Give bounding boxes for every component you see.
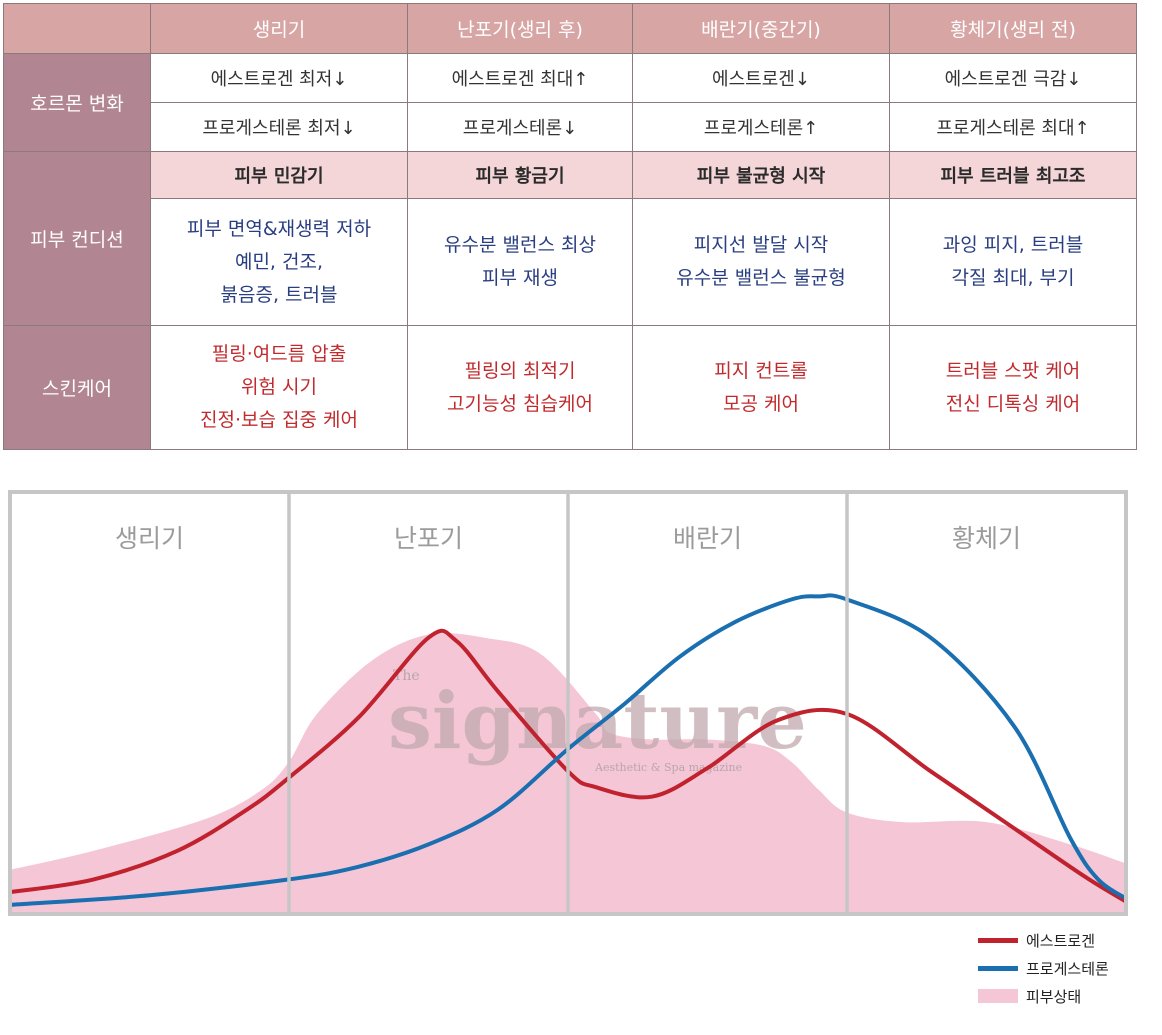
estrogen-cell: 에스트로겐 극감↓: [889, 53, 1137, 103]
skin-condition-line: 각질 최대, 부기: [951, 267, 1075, 289]
skin-condition-cell: 피부 면역&재생력 저하 예민, 건조, 붉음증, 트러블: [150, 198, 408, 326]
phase-label: 난포기: [394, 524, 463, 553]
chart-frame: [8, 490, 1128, 916]
skincare-line: 고기능성 침습케어: [447, 392, 593, 415]
corner-cell: [3, 3, 151, 54]
progesterone-cell: 프로게스테론 최대↑: [889, 102, 1137, 152]
watermark-logo-text: signature: [388, 676, 807, 767]
skin-condition-cell: 과잉 피지, 트러블 각질 최대, 부기: [889, 198, 1137, 326]
skin-condition-row: 피부 면역&재생력 저하 예민, 건조, 붉음증, 트러블 유수분 밸런스 최상…: [4, 198, 1137, 326]
skincare-line: 피지 컨트롤: [714, 359, 808, 382]
phase-header: 생리기: [150, 3, 408, 54]
series-line-progesterone: [8, 593, 1128, 907]
progesterone-row: 프로게스테론 최저↓ 프로게스테론↓ 프로게스테론↑ 프로게스테론 최대↑: [4, 102, 1137, 152]
phase-label: 황체기: [952, 524, 1021, 553]
skin-condition-line: 유수분 밸런스 불균형: [676, 267, 846, 289]
legend-label: 프로게스테론: [1026, 960, 1109, 978]
skin-phase-name: 피부 트러블 최고조: [889, 151, 1137, 199]
phase-label: 배란기: [673, 524, 742, 553]
skincare-cell: 트러블 스팟 케어 전신 디톡싱 케어: [889, 325, 1137, 450]
estrogen-cell: 에스트로겐 최저↓: [150, 53, 408, 103]
skincare-line: 전신 디톡싱 케어: [945, 392, 1081, 415]
skin-phase-name: 피부 민감기: [150, 151, 408, 199]
skincare-line: 진정·보습 집중 케어: [200, 409, 358, 431]
series-line-estrogen: [8, 628, 1128, 904]
estrogen-row: 호르몬 변화 에스트로겐 최저↓ 에스트로겐 최대↑ 에스트로겐↓ 에스트로겐 …: [3, 53, 1137, 152]
skincare-line: 위험 시기: [241, 376, 317, 398]
skincare-row: 스킨케어 필링·여드름 압출 위험 시기 진정·보습 집중 케어 필링의 최적기…: [3, 325, 1137, 450]
skin-condition-line: 과잉 피지, 트러블: [942, 234, 1084, 256]
skin-condition-line: 피부 면역&재생력 저하: [186, 217, 372, 240]
estrogen-cell: 에스트로겐 최대↑: [407, 53, 633, 103]
skin-condition-cell: 유수분 밸런스 최상 피부 재생: [407, 198, 633, 326]
row-label-hormone: 호르몬 변화: [3, 53, 151, 152]
skin-phase-name: 피부 불균형 시작: [632, 151, 890, 199]
progesterone-cell: 프로게스테론↑: [632, 102, 890, 152]
skincare-cell: 피지 컨트롤 모공 케어: [632, 325, 890, 450]
legend-swatch-progesterone: [978, 966, 1018, 971]
phase-header: 황체기(생리 전): [889, 3, 1137, 54]
skincare-line: 트러블 스팟 케어: [945, 359, 1081, 382]
skin-condition-cell: 피지선 발달 시작 유수분 밸런스 불균형: [632, 198, 890, 326]
skincare-line: 필링·여드름 압출: [211, 343, 347, 365]
watermark-sub-text: Aesthetic & Spa magazine: [594, 761, 742, 774]
cycle-table: 생리기 난포기(생리 후) 배란기(중간기) 황체기(생리 전) 호르몬 변화 …: [3, 3, 1137, 450]
legend-label: 피부상태: [1026, 988, 1082, 1006]
phase-header: 배란기(중간기): [632, 3, 890, 54]
row-label-care: 스킨케어: [3, 325, 151, 450]
estrogen-cell: 에스트로겐↓: [632, 53, 890, 103]
row-label-skin: 피부 컨디션: [3, 151, 151, 326]
skincare-line: 필링의 최적기: [464, 359, 576, 382]
skin-condition-line: 예민, 건조,: [234, 250, 324, 273]
phase-header-row: 생리기 난포기(생리 후) 배란기(중간기) 황체기(생리 전): [3, 3, 1137, 54]
legend-swatch-skin: [978, 989, 1018, 1003]
legend-label: 에스트로겐: [1026, 932, 1096, 950]
progesterone-cell: 프로게스테론↓: [407, 102, 633, 152]
skincare-cell: 필링의 최적기 고기능성 침습케어: [407, 325, 633, 450]
phase-label: 생리기: [115, 524, 184, 553]
skin-phase-name: 피부 황금기: [407, 151, 633, 199]
phase-header: 난포기(생리 후): [407, 3, 633, 54]
skin-condition-line: 붉음증, 트러블: [220, 283, 338, 306]
skin-phase-row: 피부 컨디션 피부 민감기 피부 황금기 피부 불균형 시작 피부 트러블 최고…: [3, 151, 1137, 326]
skin-condition-line: 유수분 밸런스 최상: [444, 234, 596, 256]
skincare-line: 모공 케어: [723, 392, 799, 415]
progesterone-cell: 프로게스테론 최저↓: [150, 102, 408, 152]
skin-condition-line: 피지선 발달 시작: [693, 234, 829, 256]
skin-condition-line: 피부 재생: [482, 267, 558, 289]
skincare-cell: 필링·여드름 압출 위험 시기 진정·보습 집중 케어: [150, 325, 408, 450]
legend-swatch-estrogen: [978, 938, 1018, 943]
